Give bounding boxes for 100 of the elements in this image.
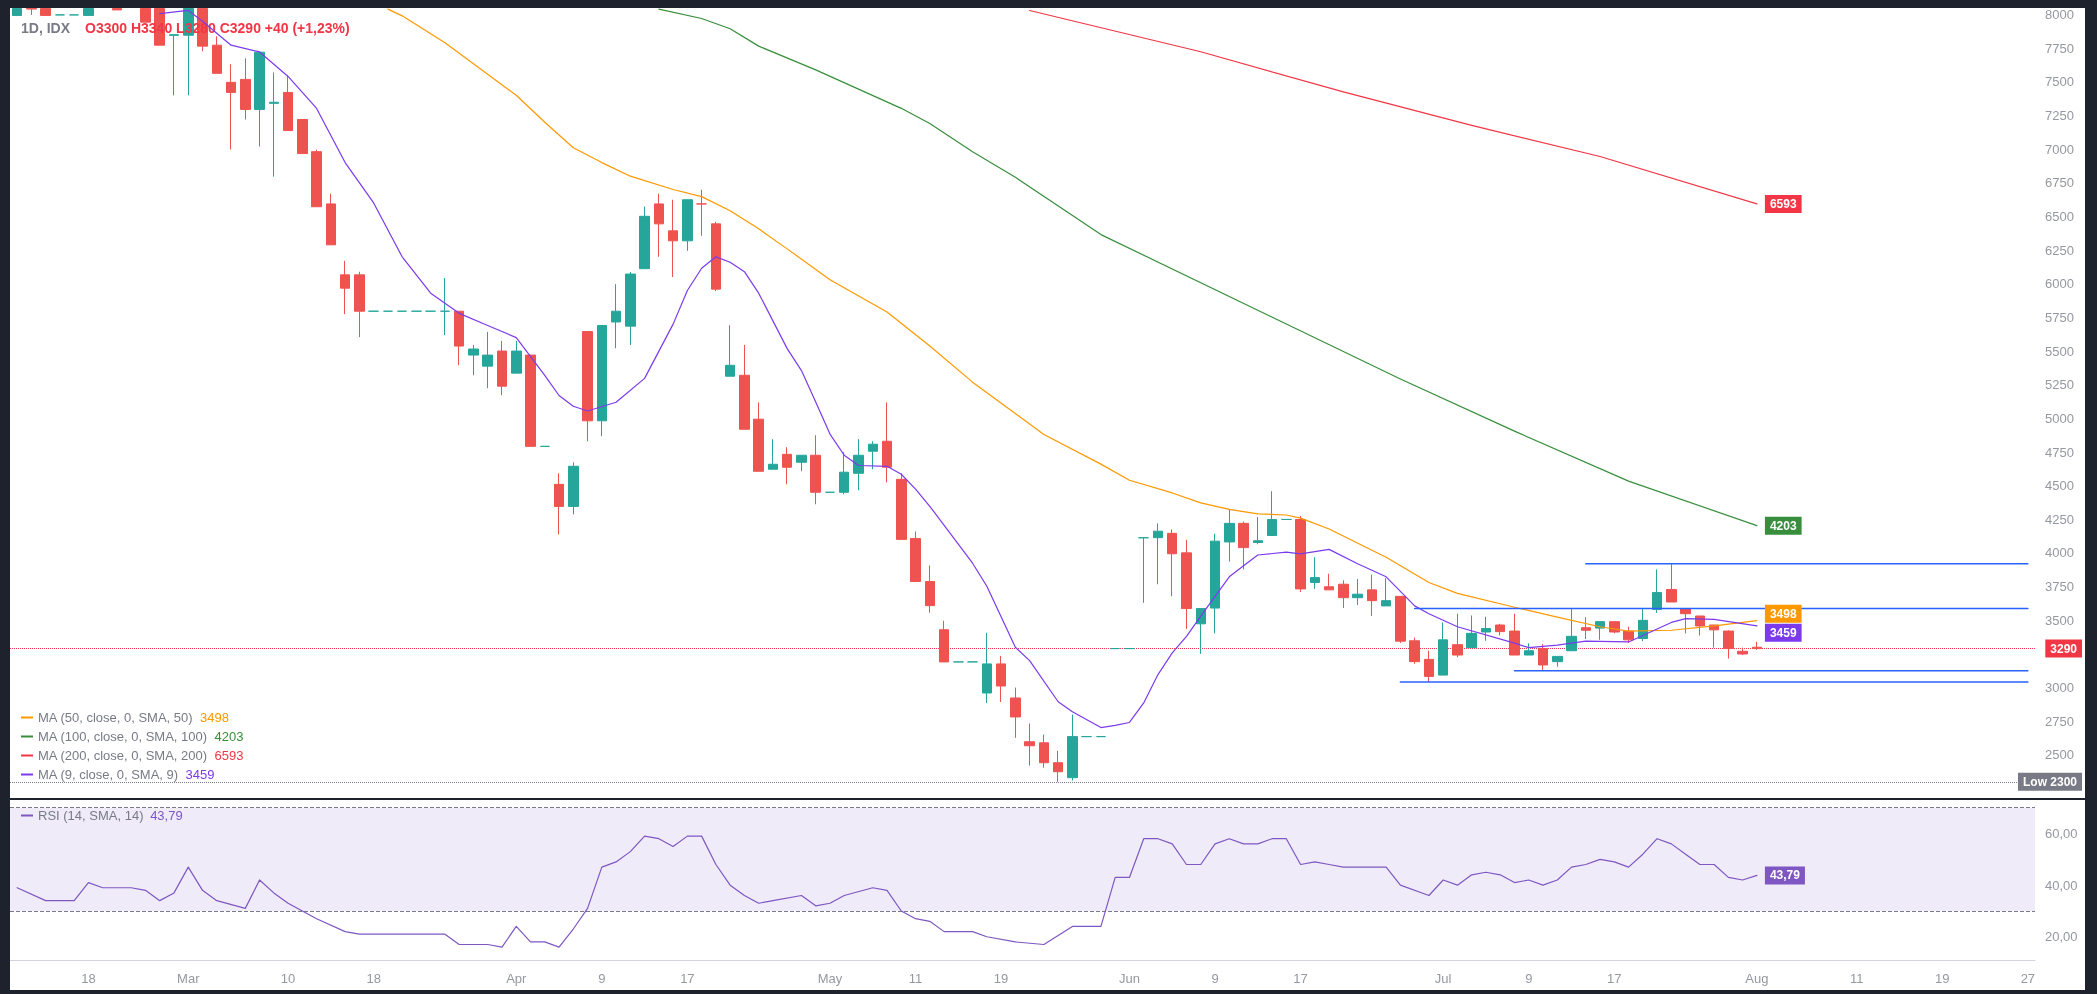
candlestick (725, 324, 735, 377)
x-tick-label: 27 (2020, 971, 2036, 986)
candlestick (910, 530, 921, 583)
candlestick (1153, 522, 1163, 585)
candlestick (1481, 616, 1491, 642)
candlestick (654, 193, 664, 258)
candlestick (1210, 533, 1220, 634)
candlestick (668, 199, 678, 278)
text: 4203 (214, 729, 244, 744)
legend-label: MA (100, close, 0, SMA, 100) (38, 729, 208, 744)
candlestick (1652, 568, 1662, 614)
candlestick (1224, 508, 1235, 563)
y-tick-label: 5500 (2045, 343, 2074, 359)
candlestick (1324, 573, 1334, 591)
candlestick (497, 340, 507, 396)
candlestick (311, 149, 322, 208)
candlestick (1424, 650, 1434, 683)
candlestick (925, 564, 935, 614)
legend-label: MA (200, close, 0, SMA, 200) (38, 748, 208, 763)
x-tick-label: 9 (598, 971, 606, 986)
y-tick-label: 7000 (2045, 141, 2074, 157)
candlestick (1409, 637, 1420, 665)
candlestick (326, 193, 336, 246)
candlestick (853, 438, 864, 491)
candlestick (696, 189, 707, 237)
candlestick (169, 34, 179, 96)
y-tick-label: 8000 (2045, 7, 2074, 22)
candlestick (611, 283, 621, 349)
text: 3459 (185, 767, 215, 782)
candlestick (1253, 516, 1263, 545)
candlestick (996, 655, 1006, 703)
candlestick (1181, 539, 1192, 630)
candlestick (1352, 578, 1363, 606)
candlestick (1010, 687, 1021, 739)
text: 3498 (200, 710, 229, 725)
candlestick (768, 438, 778, 470)
text: 43,79 (150, 808, 183, 823)
line-series (16, 835, 1758, 948)
line-series (387, 8, 1758, 632)
y-tick-label: 2500 (2045, 747, 2074, 763)
x-tick-label: 18 (81, 971, 96, 986)
annotation: 4203 (1769, 518, 1797, 533)
y-tick-label: 2750 (2045, 713, 2074, 729)
candlestick (226, 63, 236, 150)
y-tick-label: 7250 (2045, 107, 2074, 123)
candlestick (554, 472, 564, 535)
candlestick (1752, 641, 1762, 651)
candlestick (882, 401, 892, 483)
candlestick (625, 271, 636, 346)
legend-label: RSI (14, SMA, 14) (38, 808, 144, 823)
candlestick (939, 620, 949, 663)
x-tick-label: 19 (1935, 971, 1950, 986)
candlestick (1067, 714, 1078, 781)
candlestick (354, 271, 365, 338)
candlestick (1666, 563, 1677, 603)
y-tick-label: 7500 (2045, 74, 2074, 90)
y-tick-label: 40,00 (2045, 877, 2078, 893)
annotation: 3459 (1769, 625, 1797, 640)
legend-label: MA (9, close, 0, SMA, 9) (38, 767, 179, 782)
candlestick (711, 221, 721, 292)
candlestick (1395, 595, 1406, 644)
candlestick (1452, 613, 1463, 658)
y-tick-label: 7750 (2045, 40, 2074, 56)
candlestick (810, 434, 821, 505)
candlestick (1238, 521, 1249, 570)
candlestick (254, 51, 265, 148)
annotation: 43,79 (1769, 868, 1801, 883)
candlestick (1367, 574, 1377, 617)
y-tick-label: 6750 (2045, 175, 2074, 191)
candlestick (1138, 537, 1149, 604)
candlestick (1438, 621, 1448, 676)
candlestick (454, 310, 464, 366)
x-tick-label: Aug (1745, 971, 1769, 986)
candlestick (440, 277, 450, 336)
candlestick (896, 472, 907, 540)
x-tick-label: 19 (993, 971, 1009, 986)
x-tick-label: Apr (506, 971, 528, 986)
candlestick (1338, 579, 1349, 609)
candlestick (340, 260, 350, 315)
x-tick-label: 17 (1607, 971, 1622, 986)
candlestick (1566, 608, 1577, 652)
y-tick-label: 3750 (2045, 579, 2074, 595)
candlestick (753, 401, 764, 472)
candlestick (1538, 643, 1548, 671)
candlestick (212, 35, 222, 74)
candlestick (739, 344, 750, 430)
candlestick (12, 8, 22, 16)
y-tick-label: 4750 (2045, 444, 2074, 460)
y-tick-label: 6500 (2045, 208, 2074, 224)
candlestick (1167, 528, 1177, 597)
x-tick-label: 11 (1849, 971, 1864, 986)
candlestick (1024, 723, 1035, 767)
x-tick-label: 10 (280, 971, 296, 986)
annotation: 6593 (1769, 196, 1797, 211)
y-tick-label: 4250 (2045, 511, 2074, 527)
candlestick (40, 8, 51, 16)
candlestick (639, 206, 650, 270)
annotation: 3498 (1769, 606, 1797, 621)
x-tick-label: May (817, 971, 843, 986)
candlestick (26, 8, 37, 16)
